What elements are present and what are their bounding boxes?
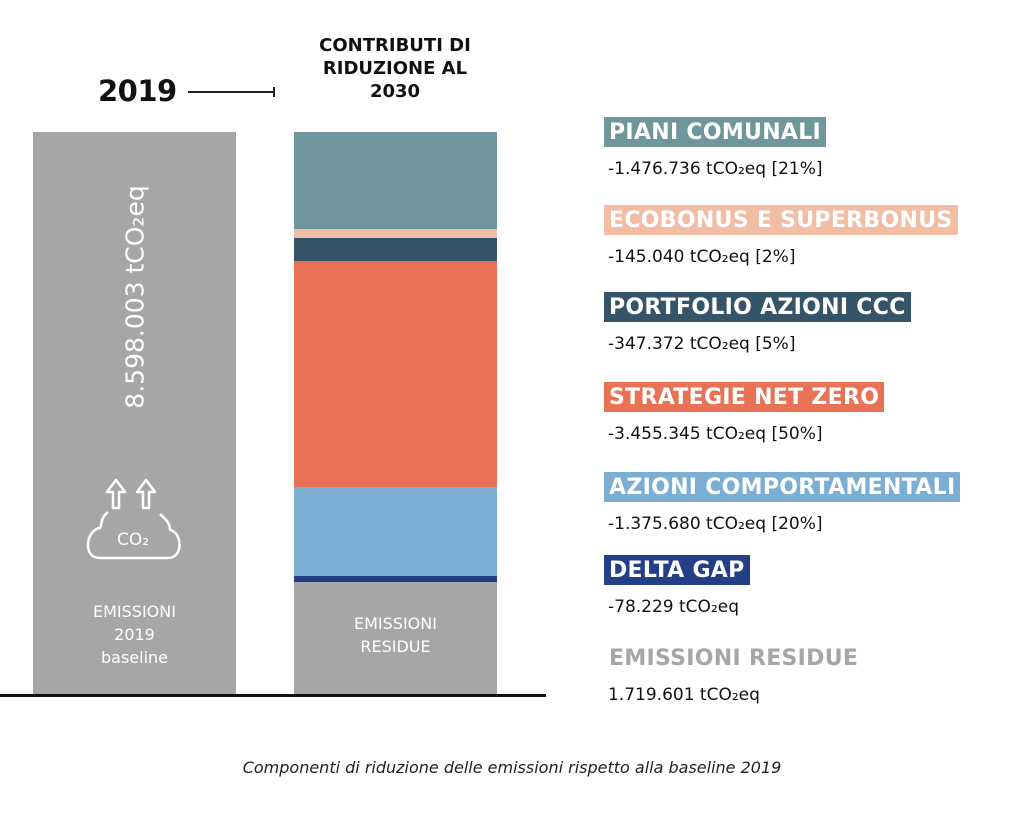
legend-value: -78.229 tCO₂eq: [608, 597, 740, 617]
baseline-bar: [33, 132, 236, 694]
residual-label-line: EMISSIONI: [354, 614, 437, 633]
legend-title: EMISSIONI RESIDUE: [609, 646, 859, 671]
bar-segment-azioni-comportamentali: [294, 486, 497, 577]
baseline-bar-label: EMISSIONI 2019 baseline: [33, 600, 236, 669]
bar-segment-ecobonus-e-superbonus: [294, 228, 497, 239]
legend-value: 1.719.601 tCO₂eq: [608, 685, 760, 705]
legend-value: -1.476.736 tCO₂eq [21%]: [608, 159, 823, 179]
bar-segment-strategie-net-zero: [294, 260, 497, 488]
residual-bar-label: EMISSIONI RESIDUE: [294, 612, 497, 658]
year-label: 2019: [98, 74, 177, 108]
baseline-value-label: 8.598.003 tCO₂eq: [120, 185, 149, 409]
legend-title: DELTA GAP: [604, 555, 750, 585]
baseline-label-line: 2019: [114, 625, 155, 644]
legend-value: -145.040 tCO₂eq [2%]: [608, 247, 796, 267]
chart-caption: Componenti di riduzione delle emissioni …: [242, 758, 782, 777]
bar-segment-piani-comunali: [294, 132, 497, 230]
legend-value: -3.455.345 tCO₂eq [50%]: [608, 424, 823, 444]
legend-title: PIANI COMUNALI: [604, 117, 827, 147]
co2-cloud-icon: CO₂: [78, 470, 188, 566]
co2-icon-text: CO₂: [117, 530, 149, 550]
legend-title: STRATEGIE NET ZERO: [604, 382, 885, 412]
legend-value: -1.375.680 tCO₂eq [20%]: [608, 514, 823, 534]
bar-segment-emissioni-residue: [294, 581, 497, 695]
baseline-label-line: EMISSIONI: [93, 602, 176, 621]
bar-segment-portfolio-azioni-ccc: [294, 238, 497, 262]
legend-title: ECOBONUS E SUPERBONUS: [604, 205, 958, 235]
legend-title: AZIONI COMPORTAMENTALI: [604, 472, 961, 502]
timeline-arrow-line: [188, 91, 274, 93]
bar-segment-delta-gap: [294, 576, 497, 583]
residual-label-line: RESIDUE: [360, 637, 431, 656]
timeline-arrow-end: [273, 87, 275, 97]
reduction-stacked-bar: [294, 132, 497, 695]
legend-value: -347.372 tCO₂eq [5%]: [608, 334, 796, 354]
legend-title: PORTFOLIO AZIONI CCC: [604, 292, 911, 322]
x-axis-line: [0, 694, 546, 697]
baseline-label-line: baseline: [100, 648, 168, 667]
chart-title: CONTRIBUTI DI RIDUZIONE AL 2030: [319, 35, 471, 102]
